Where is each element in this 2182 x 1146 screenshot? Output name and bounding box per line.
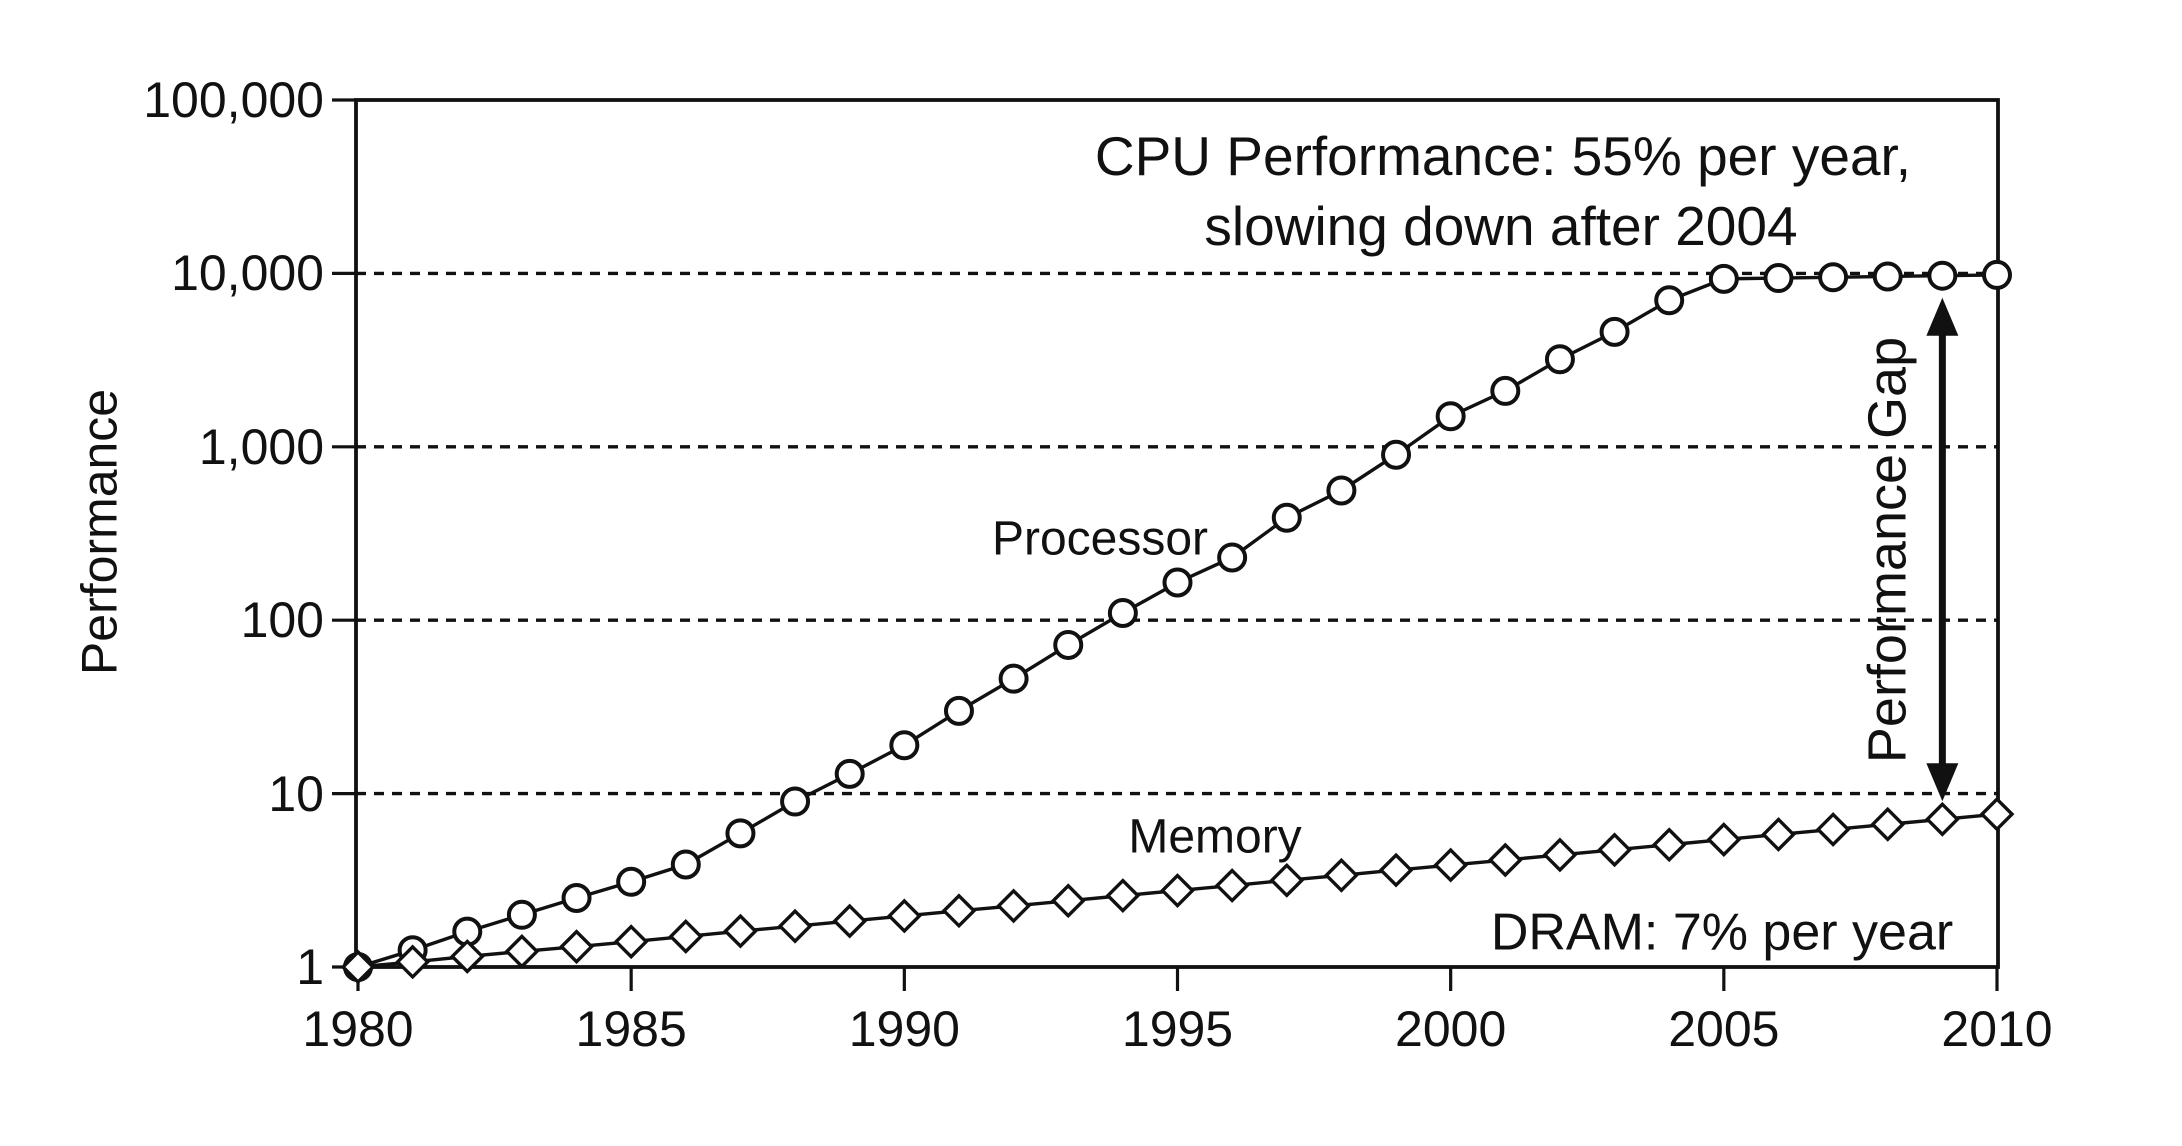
memory-point-1988: [777, 908, 813, 944]
processor-point-1992: [998, 663, 1029, 694]
processor-point-2003: [1599, 316, 1630, 347]
x-tick-label-1990: 1990: [848, 1001, 960, 1057]
performance-gap-label: Performance Gap: [1857, 336, 1918, 764]
memory-point-1986: [668, 919, 704, 954]
processor-point-1996: [1217, 542, 1248, 573]
memory-point-1989: [832, 903, 868, 939]
processor-point-2001: [1490, 375, 1521, 406]
memory-point-2004: [1651, 827, 1687, 863]
processor-point-2004: [1654, 285, 1685, 316]
memory-point-1985: [613, 924, 649, 960]
processor-point-1983: [506, 899, 537, 930]
memory-point-2010: [1979, 796, 2015, 832]
memory-point-1992: [996, 888, 1032, 924]
performance-gap-arrowhead-up: [1926, 297, 1959, 336]
memory-point-1996: [1214, 868, 1250, 903]
processor-point-1984: [561, 882, 592, 913]
y-tick-label-1000: 1,000: [198, 418, 324, 475]
processor-point-1995: [1162, 567, 1193, 598]
memory-series-label: Memory: [1128, 810, 1302, 864]
processor-point-1986: [670, 849, 701, 880]
memory-point-2005: [1706, 822, 1742, 857]
memory-point-2009: [1924, 801, 1960, 837]
x-tick-label-2005: 2005: [1668, 1001, 1780, 1057]
y-tick-label-1: 1: [296, 939, 324, 995]
y-tick-label-10000: 10,000: [171, 245, 324, 302]
memory-point-2003: [1597, 832, 1632, 868]
memory-point-1987: [723, 913, 758, 949]
memory-point-1994: [1105, 878, 1141, 914]
processor-point-1999: [1381, 439, 1412, 470]
memory-point-2000: [1433, 847, 1469, 883]
y-tick-label-100: 100: [240, 592, 324, 649]
performance-gap-arrowhead-down: [1926, 763, 1959, 802]
memory-point-2006: [1761, 817, 1796, 852]
processor-point-1987: [725, 818, 756, 849]
processor-point-1998: [1326, 475, 1357, 506]
processor-point-2006: [1763, 263, 1794, 294]
x-tick-label-1980: 1980: [302, 1001, 414, 1057]
memory-point-1984: [559, 929, 594, 965]
y-tick-label-100000: 100,000: [143, 72, 324, 128]
memory-point-2002: [1542, 837, 1578, 873]
processor-point-2002: [1544, 344, 1575, 375]
memory-point-1983: [504, 934, 540, 969]
processor-point-1988: [780, 786, 811, 817]
memory-point-1993: [1050, 883, 1086, 919]
processor-point-2000: [1435, 401, 1466, 432]
processor-point-1985: [616, 866, 647, 897]
processor-point-1990: [889, 730, 920, 761]
y-tick-label-10: 10: [268, 765, 324, 822]
x-tick-label-2000: 2000: [1395, 1001, 1507, 1057]
memory-point-2007: [1815, 812, 1851, 847]
memory-point-1995: [1160, 873, 1195, 908]
memory-point-1982: [449, 939, 485, 974]
dram-rate-annotation: DRAM: 7% per year: [1490, 903, 1954, 962]
processor-point-2005: [1708, 263, 1739, 294]
memory-point-1981: [395, 944, 431, 980]
processor-series-label: Processor: [991, 512, 1209, 566]
memory-point-1999: [1378, 852, 1414, 888]
processor-point-1994: [1107, 598, 1138, 629]
cpu-annotation-line2: slowing down after 2004: [1204, 194, 1798, 257]
processor-point-2008: [1872, 261, 1903, 292]
processor-point-2007: [1818, 262, 1849, 293]
processor-point-2010: [1982, 259, 2012, 290]
processor-point-2009: [1927, 260, 1958, 291]
memory-point-2008: [1870, 806, 1906, 842]
memory-point-1990: [886, 898, 922, 934]
x-tick-label-2010: 2010: [1941, 1001, 2053, 1057]
processor-point-1989: [834, 758, 865, 789]
memory-point-1997: [1269, 862, 1305, 898]
memory-point-1991: [941, 893, 977, 929]
processor-point-1993: [1053, 629, 1084, 660]
processor-point-1991: [943, 695, 974, 726]
memory-point-2001: [1487, 842, 1523, 878]
memory-point-1998: [1323, 857, 1359, 893]
x-tick-label-1985: 1985: [575, 1001, 687, 1057]
x-tick-label-1995: 1995: [1121, 1001, 1234, 1057]
processor-point-1997: [1271, 502, 1302, 533]
cpu-annotation-line1: CPU Performance: 55% per year,: [1094, 124, 1912, 187]
memory-point-1980: [340, 949, 376, 985]
